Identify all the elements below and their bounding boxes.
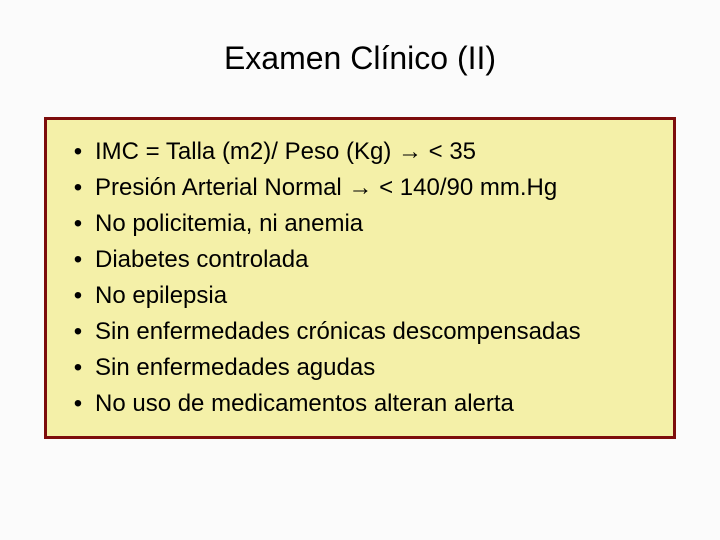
- list-item-text: No policitemia, ni anemia: [95, 206, 659, 242]
- list-item: •IMC = Talla (m2)/ Peso (Kg) → < 35: [61, 134, 659, 170]
- list-item-text: Diabetes controlada: [95, 242, 659, 278]
- list-item-text: No epilepsia: [95, 278, 659, 314]
- list-item-text: Sin enfermedades agudas: [95, 350, 659, 386]
- list-item-text: No uso de medicamentos alteran alerta: [95, 386, 659, 422]
- slide: Examen Clínico (II) •IMC = Talla (m2)/ P…: [0, 0, 720, 540]
- bullet-icon: •: [61, 350, 95, 386]
- content-box: •IMC = Talla (m2)/ Peso (Kg) → < 35•Pres…: [44, 117, 676, 439]
- list-item: •Diabetes controlada: [61, 242, 659, 278]
- list-item: •Sin enfermedades agudas: [61, 350, 659, 386]
- bullet-icon: •: [61, 242, 95, 278]
- slide-title: Examen Clínico (II): [0, 40, 720, 77]
- bullet-list: •IMC = Talla (m2)/ Peso (Kg) → < 35•Pres…: [61, 134, 659, 422]
- bullet-icon: •: [61, 170, 95, 206]
- list-item: •No epilepsia: [61, 278, 659, 314]
- bullet-icon: •: [61, 134, 95, 170]
- list-item-text: IMC = Talla (m2)/ Peso (Kg) → < 35: [95, 134, 659, 170]
- list-item-text: Presión Arterial Normal → < 140/90 mm.Hg: [95, 170, 659, 206]
- bullet-icon: •: [61, 314, 95, 350]
- bullet-icon: •: [61, 386, 95, 422]
- list-item: •No uso de medicamentos alteran alerta: [61, 386, 659, 422]
- list-item: •No policitemia, ni anemia: [61, 206, 659, 242]
- list-item: •Sin enfermedades crónicas descompensada…: [61, 314, 659, 350]
- bullet-icon: •: [61, 278, 95, 314]
- list-item: •Presión Arterial Normal → < 140/90 mm.H…: [61, 170, 659, 206]
- list-item-text: Sin enfermedades crónicas descompensadas: [95, 314, 659, 350]
- bullet-icon: •: [61, 206, 95, 242]
